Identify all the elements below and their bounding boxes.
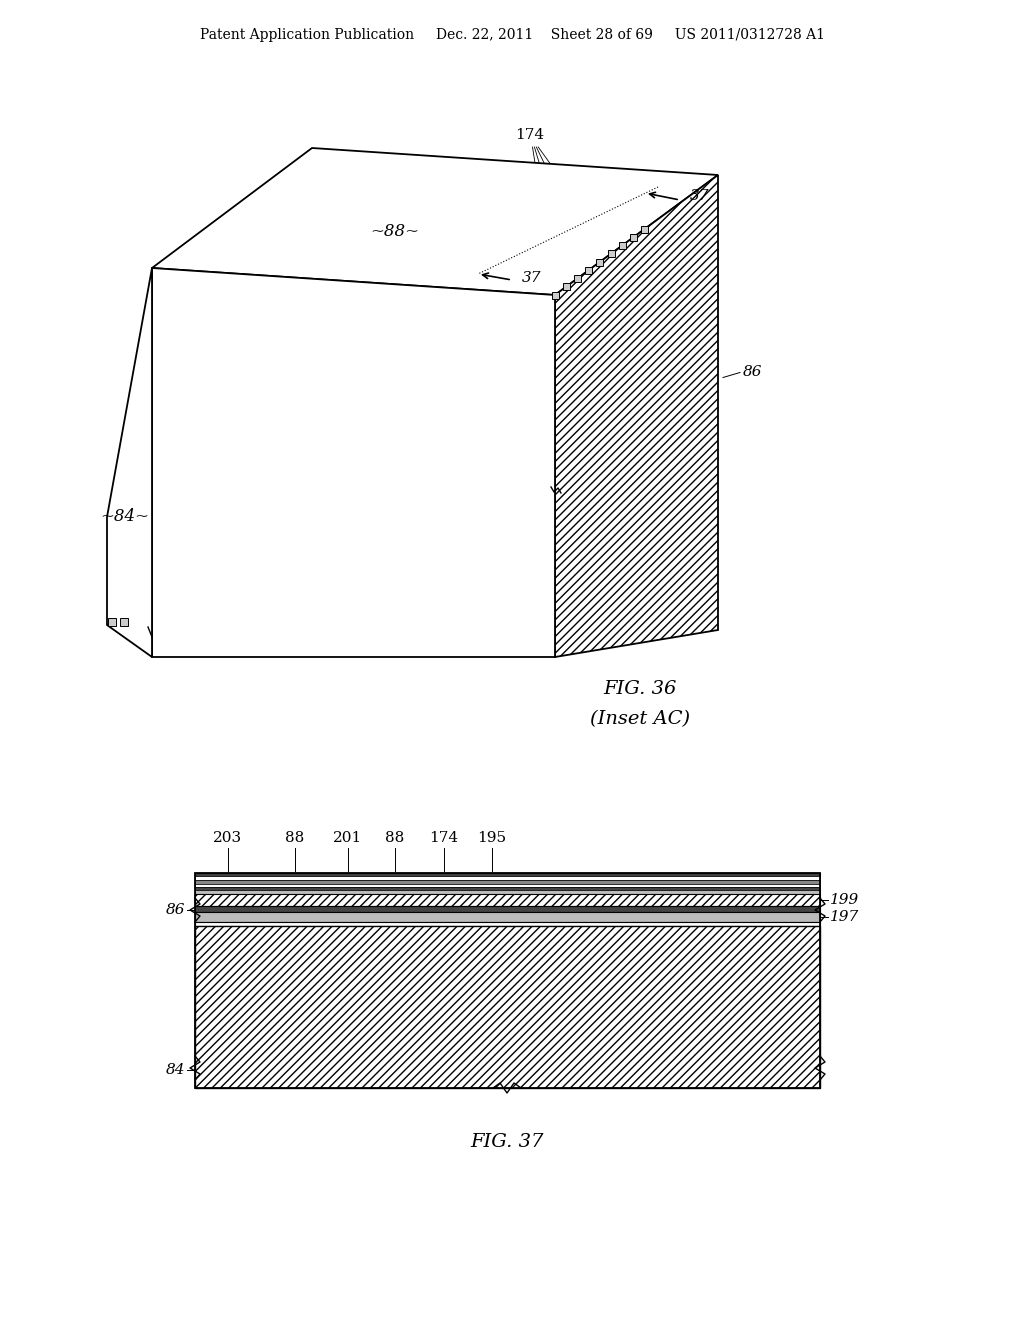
Polygon shape bbox=[195, 880, 820, 884]
Polygon shape bbox=[195, 876, 820, 880]
Bar bbox=[596, 259, 603, 265]
Text: 203: 203 bbox=[213, 832, 243, 845]
Polygon shape bbox=[195, 894, 820, 906]
Polygon shape bbox=[106, 268, 152, 657]
Text: 86: 86 bbox=[743, 366, 763, 380]
Text: 197: 197 bbox=[830, 909, 859, 924]
Bar bbox=[573, 275, 581, 282]
Bar bbox=[618, 242, 626, 249]
Text: 201: 201 bbox=[334, 832, 362, 845]
Bar bbox=[630, 234, 637, 240]
Text: 174: 174 bbox=[515, 128, 545, 143]
Polygon shape bbox=[152, 148, 718, 294]
Polygon shape bbox=[195, 884, 820, 887]
Text: (Inset AC): (Inset AC) bbox=[590, 710, 690, 729]
Polygon shape bbox=[195, 912, 820, 921]
Polygon shape bbox=[195, 906, 820, 912]
Bar bbox=[641, 226, 648, 232]
Text: ~84~: ~84~ bbox=[100, 508, 150, 525]
Text: 88: 88 bbox=[286, 832, 304, 845]
Bar bbox=[563, 284, 569, 290]
Polygon shape bbox=[195, 873, 820, 876]
Polygon shape bbox=[195, 927, 820, 1088]
Bar bbox=[120, 618, 128, 626]
Text: 195: 195 bbox=[477, 832, 507, 845]
Text: 88: 88 bbox=[385, 832, 404, 845]
Text: 199: 199 bbox=[830, 894, 859, 907]
Polygon shape bbox=[195, 921, 820, 927]
Polygon shape bbox=[195, 887, 820, 890]
Text: FIG. 36: FIG. 36 bbox=[603, 680, 677, 698]
Polygon shape bbox=[555, 176, 718, 657]
Bar bbox=[552, 292, 558, 298]
Bar bbox=[108, 618, 116, 626]
Text: FIG. 37: FIG. 37 bbox=[470, 1133, 544, 1151]
Text: 86: 86 bbox=[166, 903, 185, 917]
Polygon shape bbox=[152, 268, 555, 657]
Text: 37: 37 bbox=[522, 271, 542, 285]
Bar bbox=[607, 251, 614, 257]
Text: 37: 37 bbox=[690, 189, 710, 203]
Text: 174: 174 bbox=[429, 832, 459, 845]
Text: ~88~: ~88~ bbox=[370, 223, 419, 240]
Polygon shape bbox=[195, 890, 820, 894]
Bar bbox=[585, 267, 592, 273]
Text: Patent Application Publication     Dec. 22, 2011    Sheet 28 of 69     US 2011/0: Patent Application Publication Dec. 22, … bbox=[200, 28, 824, 42]
Text: 84: 84 bbox=[166, 1063, 185, 1077]
